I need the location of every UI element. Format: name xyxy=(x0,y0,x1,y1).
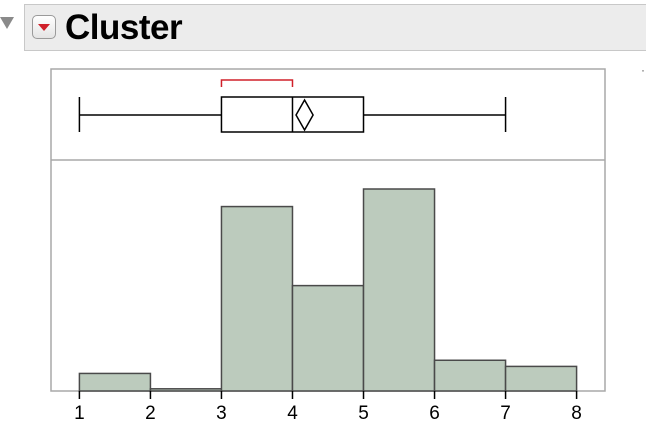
outline-header: Cluster xyxy=(24,4,646,51)
x-tick-label: 2 xyxy=(145,403,156,424)
x-tick-label: 6 xyxy=(429,403,440,424)
red-triangle-menu-button[interactable] xyxy=(32,15,56,39)
histogram-bar[interactable] xyxy=(149,388,223,392)
disclosure-triangle-icon[interactable] xyxy=(0,17,14,29)
histogram-bar[interactable] xyxy=(291,284,365,392)
x-tick-label: 5 xyxy=(358,403,369,424)
x-tick-label: 3 xyxy=(216,403,227,424)
histogram-bar[interactable] xyxy=(220,205,294,392)
side-mark: · xyxy=(641,63,645,77)
x-tick-label: 1 xyxy=(74,403,85,424)
outline-title: Cluster xyxy=(65,8,183,47)
shortest-half-bracket xyxy=(220,79,294,87)
x-tick-label: 4 xyxy=(287,403,298,424)
histogram-bar[interactable] xyxy=(433,359,507,392)
x-tick-label: 8 xyxy=(571,403,582,424)
x-tick-label: 7 xyxy=(500,403,511,424)
mean-diamond xyxy=(295,98,314,132)
histogram-bar[interactable] xyxy=(362,188,436,392)
histogram-bar[interactable] xyxy=(78,372,152,392)
histogram-bar[interactable] xyxy=(504,365,578,392)
red-triangle-icon xyxy=(38,24,50,31)
